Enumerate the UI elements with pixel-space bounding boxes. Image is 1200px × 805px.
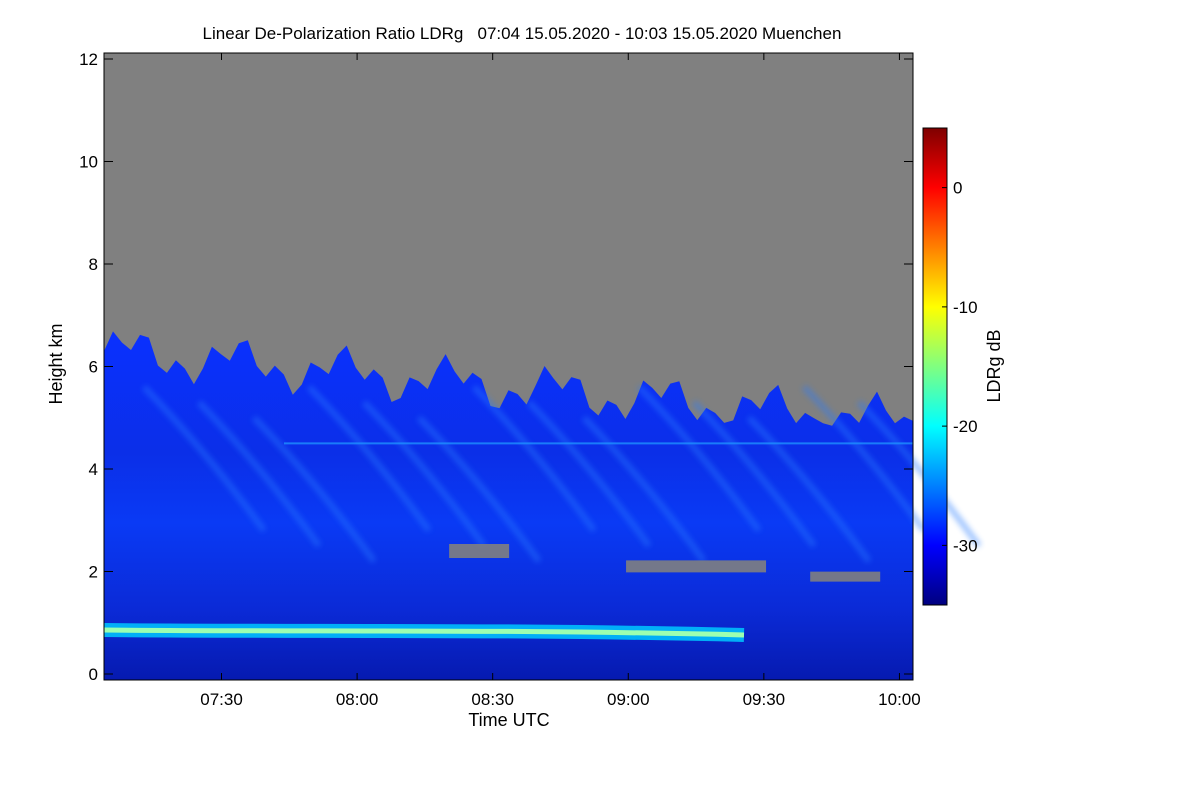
y-tick-label: 8 [89,255,98,274]
colorbar: 0 -10 -20 -30 [922,127,978,606]
y-axis: 0 2 4 6 8 10 12 [79,50,913,684]
fall-streak [251,415,377,564]
fall-streak [141,384,267,533]
colorbar-tick-label: -30 [953,536,978,555]
low-cloud-patch [626,560,767,573]
x-tick-label: 08:00 [336,690,379,709]
fall-streak [361,400,487,548]
x-axis-label: Time UTC [468,710,549,730]
x-axis: 07:30 08:00 08:30 09:00 09:30 10:00 [200,53,921,709]
y-tick-label: 2 [89,563,98,582]
aerosol-layer [103,627,745,638]
y-axis-label: Height km [46,323,66,404]
fall-streak [196,400,322,548]
fall-streak [416,415,542,564]
y-tick-label: 6 [89,358,98,377]
plot-area [103,52,982,681]
fall-streak [581,415,707,564]
fall-streak [471,384,597,533]
x-tick-label: 09:30 [743,690,786,709]
low-cloud-patch [449,544,510,558]
fall-streak [746,415,872,564]
x-tick-label: 07:30 [200,690,243,709]
fall-streak [526,400,652,548]
colorbar-tick-label: 0 [953,179,962,198]
low-cloud-patch [810,571,881,582]
colorbar-tick-label: -10 [953,298,978,317]
fall-streak [691,400,817,548]
x-tick-label: 09:00 [607,690,650,709]
fall-streak [801,384,927,533]
x-tick-label: 08:30 [471,690,514,709]
x-tick-label: 10:00 [878,690,921,709]
y-tick-label: 4 [89,460,98,479]
y-tick-label: 0 [89,665,98,684]
fall-streak [636,384,762,533]
colorbar-tick-label: -20 [953,417,978,436]
y-tick-label: 10 [79,153,98,172]
chart-title: Linear De-Polarization Ratio LDRg 07:04 … [203,24,842,43]
fall-streak [306,384,432,533]
colorbar-label: LDRg dB [984,329,1004,402]
y-tick-label: 12 [79,50,98,69]
colorbar-scale [922,127,948,606]
fall-streak [856,400,982,548]
